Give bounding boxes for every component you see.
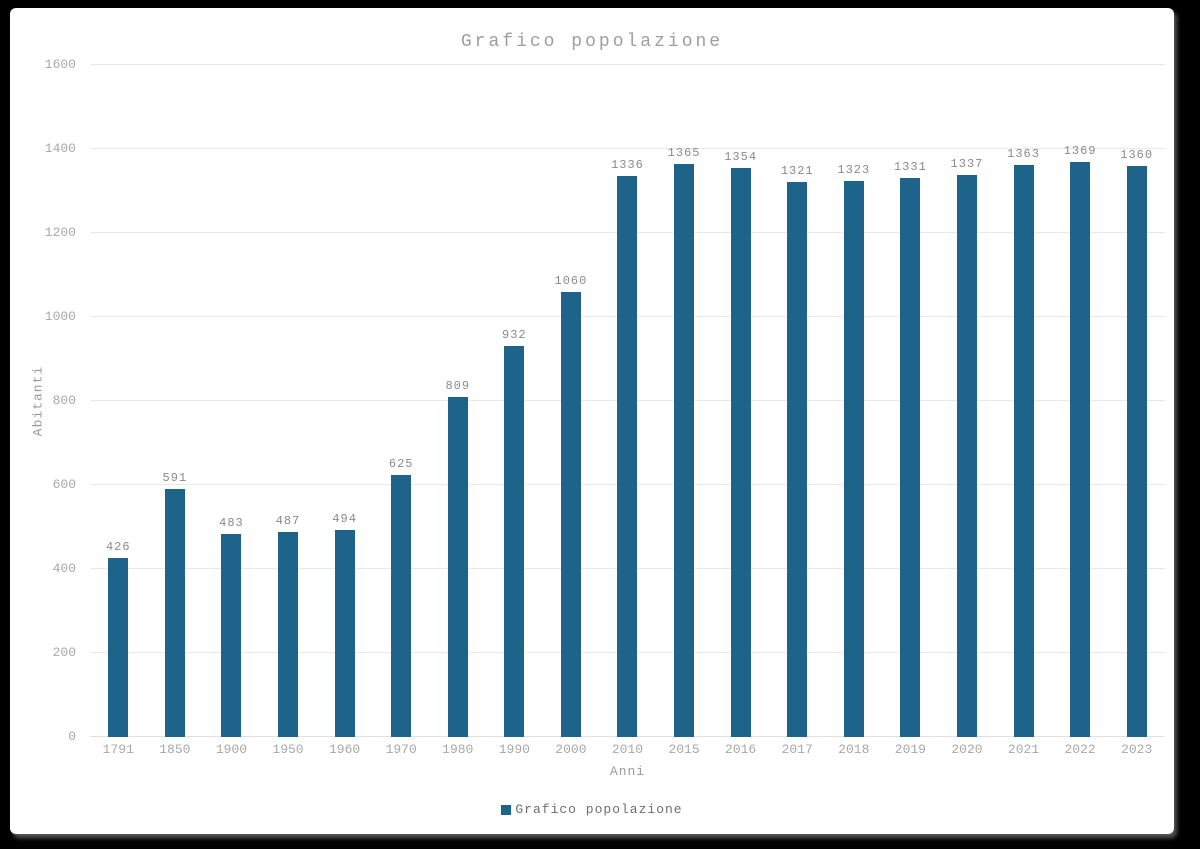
bar-cell: 1354 — [712, 65, 769, 737]
bar-value-label: 487 — [275, 514, 301, 529]
x-tick-label: 1950 — [272, 742, 304, 757]
bar-value-label: 1337 — [950, 157, 984, 172]
x-tick-label: 1990 — [498, 742, 530, 757]
bar-cell: 625 — [373, 65, 430, 737]
bar-cell: 1369 — [1052, 65, 1109, 737]
bar[interactable] — [956, 175, 977, 737]
bar-cell: 487 — [260, 65, 317, 737]
x-tick-label: 1791 — [102, 742, 134, 757]
chart-title: Grafico popolazione — [460, 32, 724, 52]
y-tick-label: 800 — [52, 393, 76, 408]
x-tick-label: 2019 — [894, 742, 926, 757]
bar[interactable] — [108, 558, 129, 737]
x-tick-label: 2000 — [555, 742, 587, 757]
bar[interactable] — [278, 532, 299, 737]
bar[interactable] — [787, 182, 808, 737]
bar[interactable] — [1126, 165, 1147, 737]
bar-cell: 1363 — [995, 65, 1052, 737]
bar-value-label: 1331 — [893, 159, 927, 174]
bar[interactable] — [900, 177, 921, 737]
x-tick-label: 2017 — [781, 742, 813, 757]
chart-panel: Grafico popolazione Abitanti 0 200 400 600 8… — [10, 8, 1174, 834]
bar-value-label: 1321 — [780, 164, 814, 179]
x-tick-label: 1980 — [442, 742, 474, 757]
x-tick-label: 2022 — [1064, 742, 1096, 757]
x-tick-label: 2016 — [725, 742, 757, 757]
x-axis-tick-labels: 1791 1850 1900 1950 1960 1970 1980 1990 2000 2010… — [90, 741, 1165, 759]
legend-item[interactable]: Grafico popolazione — [10, 802, 1174, 817]
y-tick-label: 200 — [52, 645, 76, 660]
bar[interactable] — [1070, 162, 1091, 737]
bar-cell: 1331 — [882, 65, 939, 737]
gridline — [90, 148, 1165, 149]
bar-cell: 1060 — [543, 65, 600, 737]
bar[interactable] — [560, 291, 581, 737]
bar-cell: 1365 — [656, 65, 713, 737]
y-tick-label: 1200 — [44, 225, 76, 240]
x-tick-label: 1900 — [215, 742, 248, 757]
y-tick-label: 400 — [52, 561, 76, 576]
bar[interactable] — [674, 163, 695, 737]
plot-area: 426 591 483 487 494 625 809 932 1060 1336 1365 1354… — [90, 64, 1165, 737]
y-tick-label: 1400 — [44, 141, 76, 156]
bar-value-label: 809 — [445, 379, 471, 394]
bar-cell: 1360 — [1108, 65, 1165, 737]
x-tick-label: 1850 — [159, 742, 191, 757]
legend-label: Grafico popolazione — [515, 802, 683, 817]
y-tick-label: 1600 — [44, 57, 76, 72]
bar-value-label: 1363 — [1007, 146, 1040, 161]
bar[interactable] — [504, 345, 525, 737]
x-tick-label: 2021 — [1007, 742, 1040, 757]
bar-cell: 932 — [486, 65, 543, 737]
bar[interactable] — [334, 529, 355, 737]
bar-value-label: 1360 — [1120, 147, 1154, 162]
bar[interactable] — [391, 474, 412, 737]
x-tick-label: 2018 — [838, 742, 870, 757]
gridline — [90, 64, 1165, 65]
bar-value-label: 932 — [502, 327, 527, 342]
bar-cell: 494 — [316, 65, 373, 737]
bar-cell: 1336 — [599, 65, 656, 737]
bar-value-label: 494 — [332, 511, 357, 526]
bar-cell: 1323 — [826, 65, 883, 737]
bar[interactable] — [730, 168, 751, 737]
bar-value-label: 1336 — [611, 157, 644, 172]
bar[interactable] — [447, 397, 468, 737]
y-tick-label: 0 — [68, 729, 76, 744]
bar-value-label: 1354 — [724, 150, 758, 165]
x-tick-label: 1970 — [385, 742, 417, 757]
x-tick-label: 1960 — [328, 742, 361, 757]
bar-value-label: 1369 — [1063, 144, 1097, 159]
x-axis-title: Anni — [609, 764, 646, 779]
bar-value-label: 1365 — [667, 145, 701, 160]
bar[interactable] — [617, 175, 638, 737]
bar[interactable] — [221, 534, 242, 737]
bar-cell: 426 — [90, 65, 147, 737]
bar-cell: 483 — [203, 65, 260, 737]
bar-value-label: 591 — [162, 470, 188, 485]
bar-value-label: 1060 — [554, 273, 588, 288]
bar-value-label: 483 — [219, 516, 244, 531]
bar-cell: 1337 — [939, 65, 996, 737]
bar[interactable] — [164, 488, 185, 737]
x-tick-label: 2023 — [1121, 742, 1153, 757]
bar-cell: 1321 — [769, 65, 826, 737]
bar-value-label: 1323 — [837, 163, 871, 178]
x-tick-label: 2015 — [668, 742, 700, 757]
y-tick-label: 1000 — [44, 309, 76, 324]
bar-value-label: 625 — [388, 456, 414, 471]
bar[interactable] — [843, 181, 864, 737]
x-tick-label: 2010 — [611, 742, 644, 757]
bar-cell: 809 — [429, 65, 486, 737]
legend-swatch-icon — [501, 804, 512, 815]
bar-cell: 591 — [147, 65, 204, 737]
bar-value-label: 426 — [105, 540, 131, 555]
x-tick-label: 2020 — [951, 742, 983, 757]
y-tick-label: 600 — [52, 477, 76, 492]
bar[interactable] — [1013, 164, 1034, 737]
